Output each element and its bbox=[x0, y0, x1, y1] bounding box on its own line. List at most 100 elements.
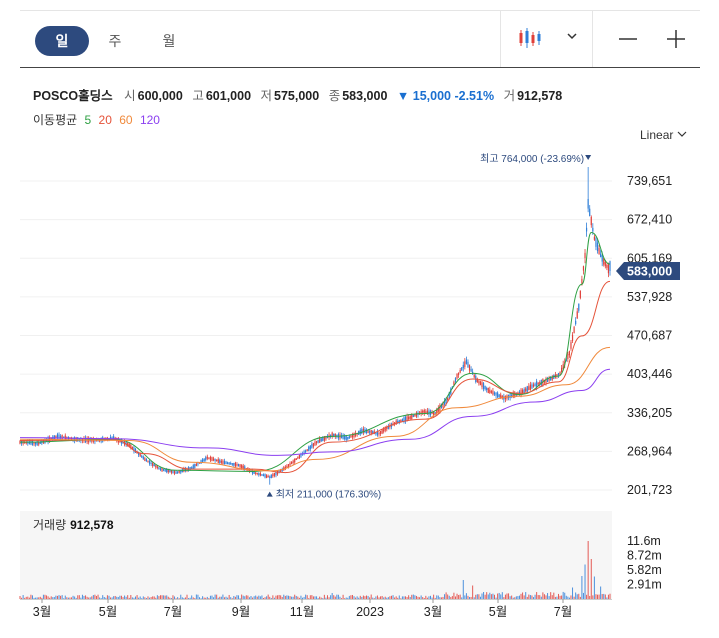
candle-body bbox=[478, 380, 480, 384]
candle-body bbox=[170, 470, 173, 473]
volume-bar bbox=[236, 595, 238, 599]
volume-bar bbox=[156, 595, 158, 599]
candle-body bbox=[162, 469, 165, 471]
chevron-down-icon[interactable] bbox=[566, 29, 578, 47]
volume-label: 거 bbox=[503, 89, 516, 103]
volume-bar bbox=[584, 564, 586, 599]
candle-body bbox=[148, 460, 151, 464]
candle-body bbox=[593, 236, 595, 240]
volume-bar bbox=[308, 598, 310, 599]
volume-panel-title: 거래량 912,578 bbox=[33, 516, 114, 533]
candle-body bbox=[353, 433, 355, 438]
volume-bar bbox=[116, 596, 118, 599]
volume-bar bbox=[202, 596, 204, 599]
candle-body bbox=[543, 380, 546, 383]
candle-body bbox=[592, 227, 594, 232]
candle-body bbox=[498, 394, 500, 397]
volume-bar bbox=[136, 595, 138, 599]
scale-selector[interactable]: Linear bbox=[640, 128, 687, 142]
candle-body bbox=[209, 456, 212, 461]
volume-bar bbox=[512, 597, 514, 599]
candle-body bbox=[386, 427, 388, 430]
volume-bar bbox=[600, 586, 602, 599]
volume-bar bbox=[41, 597, 43, 599]
candlestick-icon[interactable] bbox=[518, 27, 544, 54]
volume-bar bbox=[91, 596, 93, 599]
volume-bar bbox=[108, 595, 110, 599]
candle-body bbox=[587, 198, 589, 209]
candle-body bbox=[408, 416, 410, 420]
candle-body bbox=[164, 469, 166, 472]
volume-bar bbox=[264, 597, 266, 599]
volume-bar bbox=[458, 595, 460, 599]
volume-bar bbox=[166, 595, 168, 599]
volume-bar bbox=[487, 594, 489, 599]
tab-month[interactable]: 월 bbox=[162, 33, 176, 49]
toolbar-divider bbox=[592, 11, 593, 67]
candle-body bbox=[520, 389, 522, 396]
candle-body bbox=[383, 429, 385, 432]
candle-body bbox=[256, 472, 258, 475]
volume-bar bbox=[465, 593, 467, 599]
candle-body bbox=[492, 390, 494, 395]
volume-bar bbox=[181, 597, 183, 599]
volume-bar bbox=[175, 598, 177, 599]
volume-bar bbox=[565, 595, 567, 599]
candle-body bbox=[308, 446, 310, 451]
candle-body bbox=[264, 474, 266, 478]
y-tick-label: 605,169 bbox=[627, 251, 672, 265]
volume-bar bbox=[188, 598, 190, 599]
candle-body bbox=[476, 378, 478, 383]
candle-body bbox=[77, 437, 79, 442]
minus-icon[interactable] bbox=[618, 29, 638, 54]
volume-bar bbox=[322, 598, 324, 599]
volume-bar bbox=[412, 594, 414, 599]
volume-bar bbox=[476, 594, 478, 599]
volume-bar bbox=[241, 594, 243, 599]
volume-bar bbox=[609, 593, 611, 599]
volume-tick-label: 5.82m bbox=[627, 563, 662, 577]
volume-bar bbox=[542, 592, 544, 599]
volume-bar bbox=[305, 594, 307, 599]
candle-body bbox=[309, 445, 311, 450]
tab-day[interactable]: 일 bbox=[35, 26, 89, 56]
candle-body bbox=[537, 382, 539, 385]
candle-body bbox=[222, 460, 224, 464]
volume-bar bbox=[529, 595, 531, 599]
candle-body bbox=[603, 257, 605, 265]
candle-body bbox=[287, 464, 290, 467]
volume-bar bbox=[149, 597, 151, 599]
volume-bar bbox=[355, 597, 357, 599]
plus-icon[interactable] bbox=[666, 29, 686, 54]
volume-bar bbox=[60, 595, 62, 599]
volume-bar bbox=[489, 592, 491, 599]
candle-body bbox=[448, 392, 450, 399]
candle-body bbox=[214, 459, 216, 461]
volume-bar bbox=[258, 595, 260, 599]
moving-average-legend[interactable]: 이동평균 5 20 60 120 bbox=[33, 111, 160, 128]
candle-body bbox=[600, 253, 602, 258]
volume-bar bbox=[464, 595, 466, 599]
volume-bar bbox=[506, 593, 508, 599]
candle-body bbox=[220, 460, 222, 463]
tab-week[interactable]: 주 bbox=[108, 33, 122, 49]
candle-body bbox=[56, 434, 59, 439]
volume-bar bbox=[439, 597, 441, 599]
candle-body bbox=[189, 467, 191, 470]
volume-bar bbox=[430, 595, 432, 599]
candle-body bbox=[203, 458, 205, 462]
candle-body bbox=[384, 428, 386, 431]
volume-bar bbox=[111, 597, 113, 599]
candle-body bbox=[395, 420, 397, 425]
volume-bar bbox=[30, 594, 32, 599]
candle-body bbox=[414, 414, 416, 417]
volume-bar bbox=[192, 597, 194, 599]
volume-bar bbox=[603, 593, 605, 599]
candle-body bbox=[289, 463, 291, 466]
candle-body bbox=[50, 438, 52, 440]
volume-bar bbox=[177, 597, 179, 599]
candle-body bbox=[489, 389, 491, 393]
volume-bar bbox=[401, 596, 403, 599]
candle-body bbox=[290, 462, 293, 464]
